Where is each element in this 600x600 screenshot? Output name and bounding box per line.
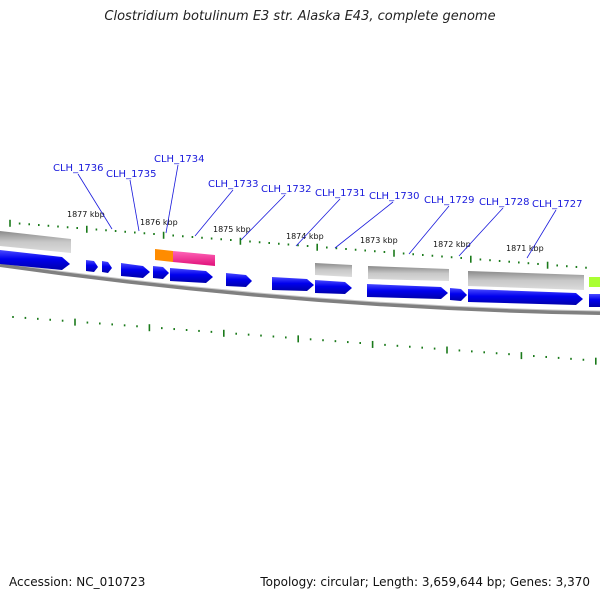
gene-label-lines	[77, 164, 557, 259]
cds-arrow	[86, 260, 98, 272]
cds-arrow	[450, 288, 467, 301]
gene-label[interactable]: CLH_1731	[315, 188, 366, 199]
cds-arrow	[102, 261, 112, 273]
ruler-label: 1872 kbp	[433, 240, 471, 249]
label-leader-line	[458, 207, 504, 257]
label-leader-line	[240, 194, 286, 241]
genome-backbone	[0, 263, 600, 315]
genome-summary-text: Topology: circular; Length: 3,659,644 bp…	[260, 575, 590, 589]
ruler-label: 1875 kbp	[213, 225, 251, 234]
map-title: Clostridium botulinum E3 str. Alaska E43…	[104, 9, 496, 24]
cds-arrow	[367, 284, 448, 299]
feature-pink	[173, 251, 215, 266]
cds-arrow	[589, 294, 600, 307]
ruler-ticks-upper	[9, 219, 587, 269]
label-leader-line	[129, 179, 140, 232]
gene-label[interactable]: CLH_1727	[532, 199, 583, 210]
gene-label[interactable]: CLH_1733	[208, 179, 259, 190]
gene-block	[368, 266, 449, 281]
gene-label[interactable]: CLH_1730	[369, 191, 420, 202]
gene-block	[468, 271, 584, 290]
ruler-label: 1877 kbp	[67, 210, 105, 219]
cds-arrow	[0, 250, 70, 270]
cds-arrow	[226, 273, 252, 287]
cds-arrow	[153, 266, 169, 279]
genome-backbone-highlight	[0, 262, 600, 312]
gene-label[interactable]: CLH_1734	[154, 154, 205, 165]
gene-label[interactable]: CLH_1729	[424, 195, 475, 206]
gene-block	[315, 263, 352, 277]
label-leader-line	[526, 209, 557, 259]
feature-orange	[155, 249, 173, 262]
gene-label[interactable]: CLH_1735	[106, 169, 157, 180]
ruler-label: 1876 kbp	[140, 218, 178, 227]
gene-label[interactable]: CLH_1736	[53, 163, 104, 174]
cds-arrow	[272, 277, 314, 291]
ruler-label: 1871 kbp	[506, 244, 544, 253]
ruler-ticks-lower	[12, 315, 597, 365]
cds-arrow	[121, 263, 150, 278]
feature-lime	[589, 277, 600, 287]
accession-text: Accession: NC_010723	[9, 575, 146, 589]
label-leader-line	[295, 198, 341, 247]
cds-arrow	[170, 268, 213, 283]
label-leader-line	[77, 173, 113, 230]
cds-arrow	[315, 280, 352, 294]
gene-label[interactable]: CLH_1728	[479, 197, 530, 208]
ruler-label: 1873 kbp	[360, 236, 398, 245]
gene-block	[0, 231, 71, 253]
label-leader-line	[334, 201, 394, 249]
label-leader-line	[194, 189, 234, 237]
label-leader-line	[165, 164, 179, 234]
label-leader-line	[408, 205, 450, 255]
cds-arrow	[468, 289, 583, 305]
gene-label[interactable]: CLH_1732	[261, 184, 312, 195]
